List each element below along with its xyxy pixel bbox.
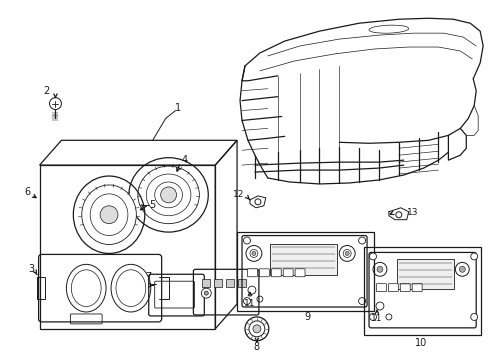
Text: 10: 10 (414, 338, 426, 348)
Circle shape (395, 212, 401, 218)
Circle shape (100, 206, 118, 224)
Text: 13: 13 (406, 208, 417, 217)
FancyBboxPatch shape (411, 284, 421, 292)
Text: 11: 11 (370, 314, 382, 323)
Circle shape (376, 266, 382, 272)
FancyBboxPatch shape (396, 260, 453, 289)
Ellipse shape (368, 25, 408, 33)
Ellipse shape (111, 264, 150, 312)
Text: 1: 1 (175, 103, 181, 113)
Text: 8: 8 (253, 342, 260, 352)
Text: 4: 4 (181, 155, 187, 165)
Text: 12: 12 (232, 190, 244, 199)
FancyBboxPatch shape (376, 284, 386, 292)
Circle shape (369, 253, 376, 260)
Text: 7: 7 (145, 272, 152, 282)
Circle shape (243, 237, 250, 244)
FancyBboxPatch shape (271, 269, 281, 277)
Circle shape (369, 314, 376, 320)
Circle shape (161, 187, 176, 203)
Ellipse shape (116, 270, 145, 306)
FancyBboxPatch shape (225, 279, 234, 287)
FancyBboxPatch shape (238, 279, 245, 287)
Ellipse shape (146, 174, 190, 216)
FancyBboxPatch shape (269, 243, 337, 275)
Circle shape (358, 237, 365, 244)
Text: 3: 3 (28, 264, 35, 274)
Circle shape (358, 298, 365, 305)
Text: 5: 5 (149, 200, 156, 210)
Ellipse shape (71, 270, 101, 306)
Text: 2: 2 (43, 86, 50, 96)
Text: 11: 11 (244, 298, 255, 307)
Circle shape (254, 199, 260, 205)
Circle shape (345, 251, 348, 255)
Circle shape (201, 288, 211, 298)
FancyBboxPatch shape (400, 284, 409, 292)
FancyBboxPatch shape (259, 269, 269, 277)
Ellipse shape (154, 182, 182, 208)
FancyBboxPatch shape (294, 269, 305, 277)
FancyBboxPatch shape (283, 269, 292, 277)
Circle shape (458, 266, 464, 272)
Circle shape (251, 251, 255, 255)
FancyBboxPatch shape (247, 269, 257, 277)
Circle shape (204, 291, 208, 295)
Ellipse shape (66, 264, 106, 312)
Circle shape (470, 314, 477, 320)
Text: 6: 6 (24, 187, 31, 197)
FancyBboxPatch shape (202, 279, 210, 287)
Text: 9: 9 (304, 312, 310, 322)
FancyBboxPatch shape (214, 279, 222, 287)
FancyBboxPatch shape (387, 284, 398, 292)
Ellipse shape (81, 185, 136, 244)
Ellipse shape (90, 194, 128, 235)
Circle shape (470, 253, 477, 260)
Ellipse shape (138, 166, 199, 224)
Circle shape (243, 298, 250, 305)
Circle shape (252, 325, 260, 333)
